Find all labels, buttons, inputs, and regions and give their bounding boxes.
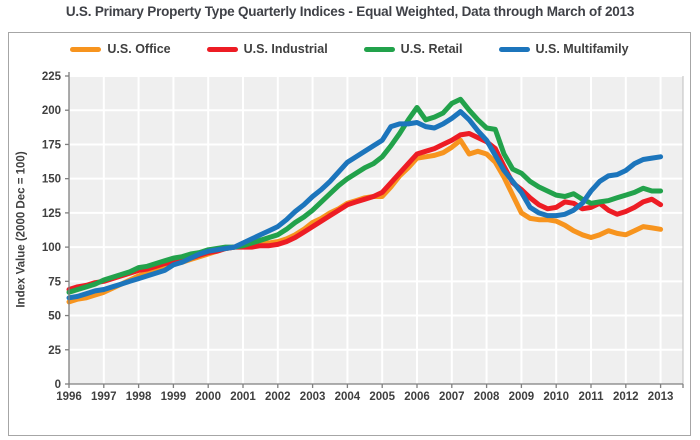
x-axis-labels: 1996 1997 1998 1999 2000 2001 2002 2003 2004 2005… [56,391,673,403]
x-tick-label: 2012 [613,391,639,403]
axes [65,72,684,388]
x-tick-label: 2009 [509,391,535,403]
legend-item: U.S. Office [70,42,171,56]
x-tick-label: 2002 [265,391,291,403]
x-tick-label: 2007 [439,391,465,403]
x-tick-label: 2011 [579,391,605,403]
legend-item: U.S. Retail [363,42,463,56]
x-tick-label: 2003 [300,391,326,403]
y-tick-label: 200 [42,105,61,117]
x-tick-label: 2010 [543,391,569,403]
y-tick-label: 175 [42,139,62,151]
x-tick-label: 1999 [161,391,187,403]
chart-title: U.S. Primary Property Type Quarterly Ind… [65,4,635,19]
series-line-u-s-multifamily [66,109,664,301]
x-tick-label: 1996 [56,391,82,403]
x-tick-label: 2004 [335,391,361,403]
x-tick-label: 1997 [91,391,117,403]
x-tick-label: 2005 [369,391,395,403]
y-tick-label: 125 [42,208,62,220]
legend-item: U.S. Multifamily [498,42,629,56]
x-tick-label: 2013 [648,391,674,403]
legend-swatch [363,46,395,52]
y-tick-label: 150 [42,174,61,186]
y-axis-labels: 0 25 50 75 100 125 150 175 200 225 [42,71,62,391]
legend-swatch [498,46,530,52]
legend-item: U.S. Industrial [206,42,328,56]
x-tick-label: 2001 [230,391,256,403]
chart-box: U.S. Office U.S. Industrial U.S. Retail U.S… [8,32,691,436]
y-tick-label: 0 [55,379,61,391]
y-tick-label: 100 [42,242,61,254]
y-tick-label: 50 [48,311,61,323]
x-tick-label: 1998 [126,391,152,403]
legend-label: U.S. Multifamily [535,42,629,56]
legend-swatch [206,46,238,52]
legend-label: U.S. Industrial [243,42,328,56]
series-line-u-s-retail [66,96,664,295]
y-tick-label: 75 [48,276,61,288]
y-tick-label: 25 [48,345,61,357]
series-line-u-s-industrial [66,131,664,292]
x-tick-label: 2008 [474,391,500,403]
legend-label: U.S. Office [107,42,171,56]
legend: U.S. Office U.S. Industrial U.S. Retail U.S… [9,42,690,56]
plot-area [69,76,683,384]
legend-label: U.S. Retail [400,42,463,56]
x-tick-label: 2000 [195,391,221,403]
legend-swatch [70,46,102,52]
x-tick-label: 2006 [404,391,430,403]
y-tick-label: 225 [42,71,62,83]
